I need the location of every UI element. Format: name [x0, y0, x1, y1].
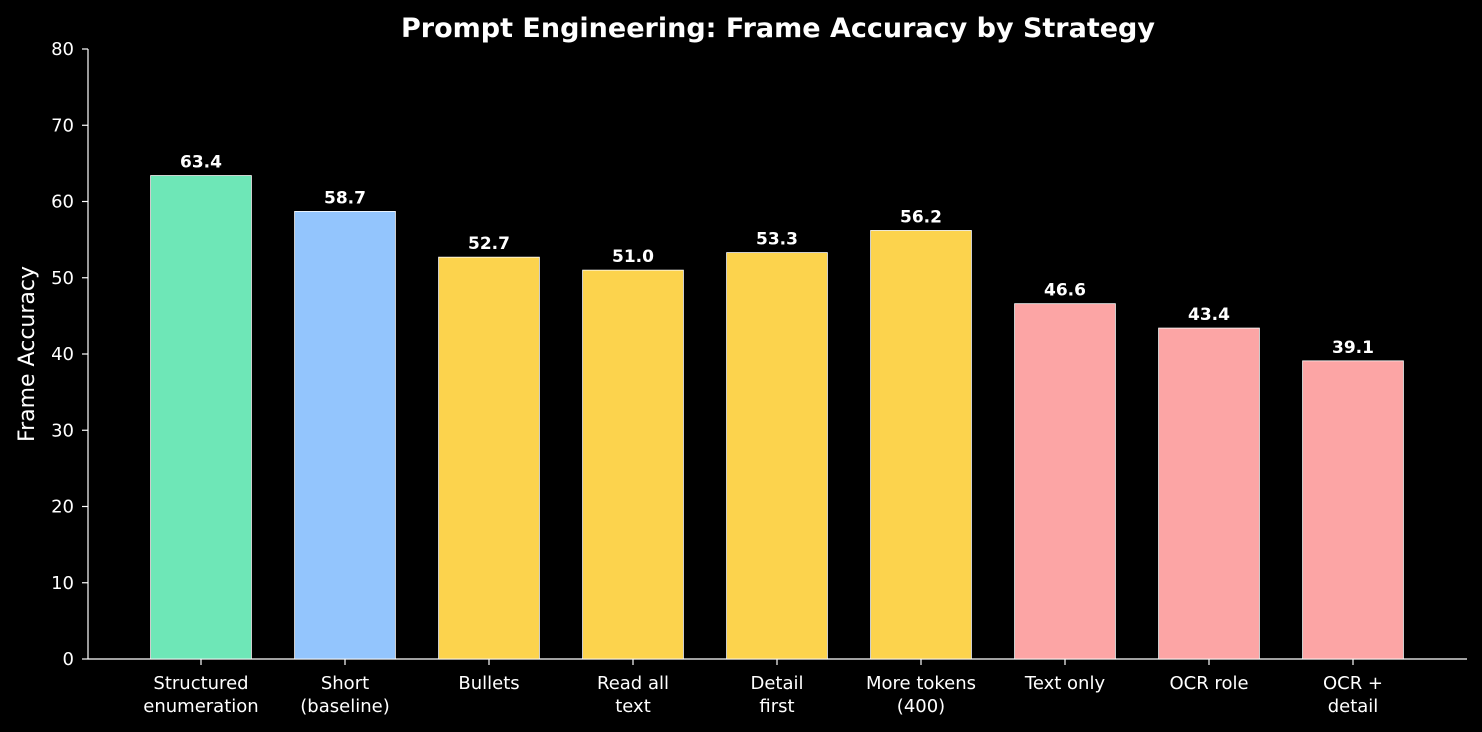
- y-tick-label: 80: [51, 39, 74, 60]
- bar: [726, 252, 828, 660]
- x-tick-label: Structured enumeration: [143, 673, 258, 717]
- bar: [294, 211, 396, 660]
- y-tick-label: 40: [51, 344, 74, 365]
- y-tick-label: 0: [63, 649, 74, 670]
- y-tick-label: 30: [51, 420, 74, 441]
- value-label: 53.3: [756, 230, 798, 250]
- x-tick-label: Bullets: [458, 673, 519, 694]
- y-tick-label: 20: [51, 497, 74, 518]
- bar: [582, 269, 684, 660]
- x-tick-label: Detail first: [750, 673, 803, 717]
- y-tick-label: 10: [51, 573, 74, 594]
- x-tick-label: Short (baseline): [300, 673, 389, 717]
- value-label: 52.7: [468, 234, 510, 254]
- value-label: 63.4: [180, 153, 222, 173]
- value-label: 58.7: [324, 188, 366, 208]
- value-label: 56.2: [900, 207, 942, 227]
- value-label: 46.6: [1044, 281, 1086, 301]
- y-tick-label: 70: [51, 115, 74, 136]
- value-label: 39.1: [1332, 338, 1374, 358]
- x-tick-label: Read all text: [597, 673, 669, 717]
- x-tick-label: OCR + detail: [1323, 673, 1383, 717]
- x-tick-label: OCR role: [1169, 673, 1248, 694]
- chart-title: Prompt Engineering: Frame Accuracy by St…: [401, 13, 1155, 44]
- y-tick-label: 50: [51, 268, 74, 289]
- y-axis-label: Frame Accuracy: [15, 266, 40, 442]
- value-label: 43.4: [1188, 305, 1230, 325]
- x-tick-label: More tokens (400): [866, 673, 976, 717]
- bar: [870, 230, 972, 660]
- value-label: 51.0: [612, 247, 654, 267]
- bar: [150, 175, 252, 660]
- x-tick-label: Text only: [1024, 673, 1106, 694]
- bar: [1302, 360, 1404, 660]
- bar: [1158, 327, 1260, 660]
- bar: [438, 256, 540, 660]
- bar: [1014, 303, 1116, 660]
- y-tick-label: 60: [51, 192, 74, 213]
